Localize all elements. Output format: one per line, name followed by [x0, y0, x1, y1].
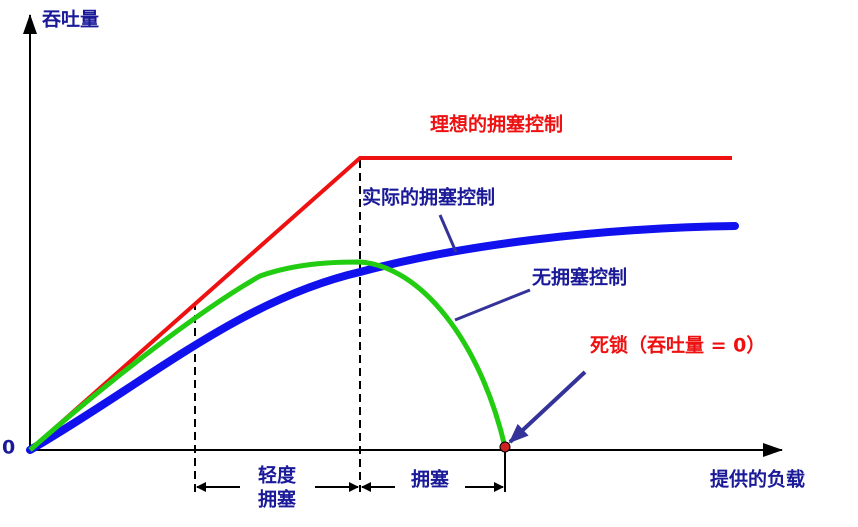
y-axis-label: 吞吐量	[42, 9, 99, 31]
region-label: 拥塞	[258, 488, 297, 511]
ideal-curve	[28, 156, 732, 452]
x-axis-label: 提供的负载	[710, 468, 805, 491]
actual-curve	[26, 222, 739, 454]
deadlock-point	[499, 441, 511, 453]
pointer	[454, 288, 531, 322]
region-label: 拥塞	[411, 468, 450, 491]
region-label: 轻度	[258, 464, 297, 487]
pointer	[508, 370, 587, 444]
actual-label: 实际的拥塞控制	[362, 186, 495, 209]
no-control-label: 无拥塞控制	[532, 266, 627, 289]
origin-label: 0	[2, 437, 15, 459]
no-control-curve	[28, 259, 508, 452]
pointer	[438, 214, 458, 253]
ideal-label: 理想的拥塞控制	[430, 113, 563, 136]
deadlock-label: 死锁（吞吐量 = 0）	[590, 334, 765, 357]
